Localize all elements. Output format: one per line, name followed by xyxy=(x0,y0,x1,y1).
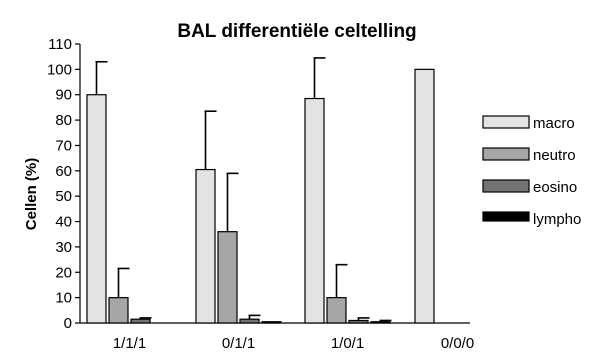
y-tick-label: 60 xyxy=(55,163,72,180)
bar-eosino-1/0/1 xyxy=(348,319,369,324)
bar-neutro-1/1/1 xyxy=(108,297,129,324)
y-tick-label: 70 xyxy=(55,137,72,154)
bar-neutro-1/0/1 xyxy=(326,297,347,324)
legend-label-eosino: eosino xyxy=(533,179,577,196)
bar-macro-1/0/1 xyxy=(304,97,325,324)
x-tick-label: 0/1/1 xyxy=(222,335,255,352)
legend-label-lympho: lympho xyxy=(533,211,581,228)
y-axis-label: Cellen (%) xyxy=(23,158,40,231)
y-tick-label: 100 xyxy=(47,61,72,78)
legend-swatch-macro xyxy=(482,115,530,129)
y-tick-label: 50 xyxy=(55,188,72,205)
bar-eosino-1/1/1 xyxy=(130,318,151,324)
y-tick-label: 110 xyxy=(48,36,72,53)
y-tick-label: 30 xyxy=(55,239,72,256)
y-tick-label: 90 xyxy=(55,87,72,104)
bar-eosino-0/1/1 xyxy=(239,318,260,324)
y-tick-label: 0 xyxy=(64,315,72,332)
bar-macro-1/1/1 xyxy=(86,94,107,324)
bar-neutro-0/1/1 xyxy=(217,231,238,324)
y-tick-label: 40 xyxy=(55,214,72,231)
y-tick-label: 20 xyxy=(55,264,72,281)
legend-label-neutro: neutro xyxy=(533,147,576,164)
bar-lympho-1/0/1 xyxy=(370,321,391,324)
legend-swatch-eosino xyxy=(482,179,530,193)
bar-macro-0/0/0 xyxy=(414,68,435,324)
y-tick-label: 10 xyxy=(55,290,72,307)
chart-title: BAL differentiële celtelling xyxy=(177,21,416,42)
legend-label-macro: macro xyxy=(533,115,575,132)
legend-swatch-lympho xyxy=(482,211,530,222)
bar-macro-0/1/1 xyxy=(195,168,216,324)
plot-area: 0 10 20 30 40 50 60 70 80 90 100 110 1/1/1 0/1/1 1/0/1… xyxy=(47,36,474,352)
x-tick-label: 0/0/0 xyxy=(441,335,474,352)
y-tick-label: 80 xyxy=(55,112,72,129)
bar-lympho-0/1/1 xyxy=(261,321,282,324)
x-tick-label: 1/1/1 xyxy=(113,335,146,352)
legend: macro neutro eosino lympho xyxy=(482,115,581,228)
x-tick-label: 1/0/1 xyxy=(331,335,364,352)
legend-swatch-neutro xyxy=(482,147,530,161)
